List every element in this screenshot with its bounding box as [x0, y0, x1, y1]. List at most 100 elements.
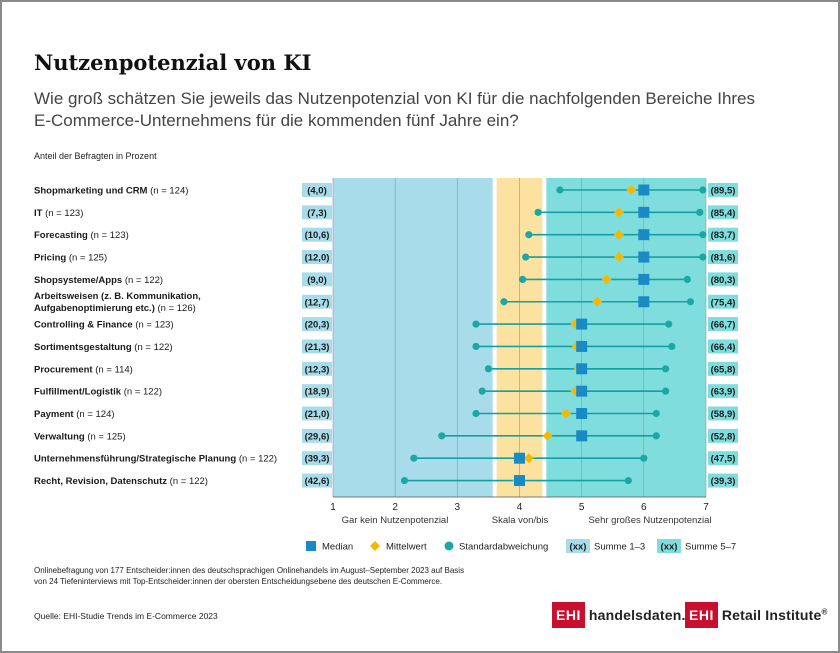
row-label: Payment (n = 124): [34, 409, 115, 420]
row-sample-size: (n = 123): [135, 320, 173, 331]
sum-low-value: (39,3): [305, 454, 330, 465]
sd-high-dot: [683, 275, 691, 283]
sum-high-value: (85,4): [711, 208, 736, 219]
sd-high-dot: [661, 365, 670, 373]
legend-sd-swatch: [444, 541, 454, 551]
sum-high-value: (66,7): [711, 320, 736, 331]
footnote-line-1: Onlinebefragung von 177 Entscheider:inne…: [34, 566, 465, 575]
row-sample-size: (n = 122): [125, 275, 163, 286]
sum-low-value: (20,3): [305, 320, 330, 331]
row-sample-size: (n = 123): [45, 208, 83, 219]
sum-low-value: (12,3): [305, 364, 330, 375]
sum-high-value: (83,7): [711, 230, 736, 241]
sum-low-box: [302, 294, 332, 309]
sum-high-box: [708, 317, 738, 332]
median-marker: [638, 184, 650, 196]
sum-high-value: (80,3): [711, 275, 736, 286]
sum-high-value: (75,4): [711, 297, 736, 308]
sum-low-box: [302, 272, 332, 287]
sum-low-value: (12,0): [305, 253, 330, 264]
sum-low-box: [302, 406, 332, 421]
x-tick-label: 5: [579, 502, 585, 513]
row-sample-size: (n = 122): [134, 342, 172, 353]
legend-median-swatch: [306, 541, 316, 551]
median-marker: [576, 318, 588, 330]
row-sample-size: (n = 123): [91, 230, 129, 241]
zone-label: Skala von/bis: [492, 515, 549, 526]
sd-low-dot: [410, 454, 418, 462]
mean-marker: [542, 430, 553, 441]
mean-marker: [601, 274, 612, 285]
sum-high-box: [708, 428, 738, 443]
mean-marker: [592, 296, 603, 307]
row-sample-size: (n = 114): [95, 364, 133, 375]
median-marker: [638, 273, 650, 285]
sd-low-dot: [472, 409, 480, 418]
sum-low-value: (21,3): [305, 342, 330, 353]
row-sample-size: (n = 125): [69, 253, 107, 264]
sd-high-dot: [686, 298, 695, 306]
ehi-logo-mark: EHI: [552, 602, 585, 628]
mean-marker: [613, 229, 624, 240]
sum-high-box: [708, 339, 738, 354]
sum-low-box: [302, 227, 332, 242]
sum-high-box: [708, 205, 738, 220]
sum-low-box: [302, 473, 332, 488]
sum-low-value: (21,0): [305, 409, 330, 420]
sum-high-value: (52,8): [711, 431, 736, 442]
legend-mean-label: Mittelwert: [386, 542, 427, 553]
x-tick-label: 4: [517, 502, 523, 513]
sum-high-value: (63,9): [711, 387, 736, 398]
zone-high-background: [546, 178, 706, 497]
median-marker: [576, 385, 588, 397]
legend-sum-low-box-text: (xx): [570, 542, 587, 553]
row-label: Recht, Revision, Datenschutz (n = 122): [34, 476, 208, 487]
median-marker: [514, 452, 525, 464]
legend-sum-low-swatch: [566, 539, 590, 553]
zone-low-background: [333, 178, 493, 497]
sd-low-dot: [519, 275, 527, 283]
mean-marker: [613, 207, 624, 218]
median-marker: [638, 296, 650, 308]
sd-low-dot: [525, 231, 533, 239]
sum-high-value: (58,9): [711, 409, 736, 420]
handelsdaten-logo[interactable]: EHI handelsdaten.de: [552, 600, 702, 630]
sum-low-value: (29,6): [305, 431, 330, 442]
row-sample-size: (n = 122): [124, 387, 162, 398]
row-sample-size: (n = 124): [150, 186, 188, 197]
median-marker: [576, 430, 588, 442]
page-subtitle: Wie groß schätzen Sie jeweils das Nutzen…: [34, 89, 756, 130]
sum-high-value: (47,5): [711, 454, 736, 465]
sd-low-dot: [534, 208, 542, 216]
sd-low-dot: [400, 476, 409, 485]
sd-high-dot: [696, 208, 704, 216]
median-marker: [576, 340, 588, 352]
median-marker: [514, 475, 525, 487]
x-tick-label: 6: [641, 502, 647, 513]
zone-label: Gar kein Nutzenpotenzial: [342, 515, 449, 526]
row-label: Unternehmensführung/Strategische Planung…: [34, 454, 277, 465]
sum-high-value: (65,8): [711, 364, 736, 375]
row-sample-size: (n = 122): [170, 476, 208, 487]
median-marker: [638, 206, 650, 218]
ehi-retail-institute-logo[interactable]: EHI Retail Institute®: [685, 600, 828, 630]
sd-low-dot: [500, 298, 508, 306]
sd-high-dot: [699, 186, 707, 194]
row-label: Controlling & Finance (n = 123): [34, 320, 174, 331]
sd-high-dot: [699, 253, 707, 261]
ehi-logo-mark: EHI: [685, 602, 718, 628]
sum-low-value: (42,6): [305, 476, 330, 487]
sd-high-dot: [665, 320, 673, 328]
sum-low-box: [302, 451, 332, 466]
retail-institute-logo-text: Retail Institute®: [722, 607, 828, 623]
sd-high-dot: [661, 387, 670, 395]
sum-high-box: [708, 384, 738, 399]
sd-high-dot: [668, 342, 676, 351]
row-label: Forecasting (n = 123): [34, 230, 129, 241]
sd-low-dot: [472, 320, 480, 328]
sd-high-dot: [652, 409, 660, 418]
x-tick-label: 7: [703, 502, 709, 513]
legend-sum-high-box-text: (xx): [661, 542, 678, 553]
sum-low-value: (10,6): [305, 230, 330, 241]
